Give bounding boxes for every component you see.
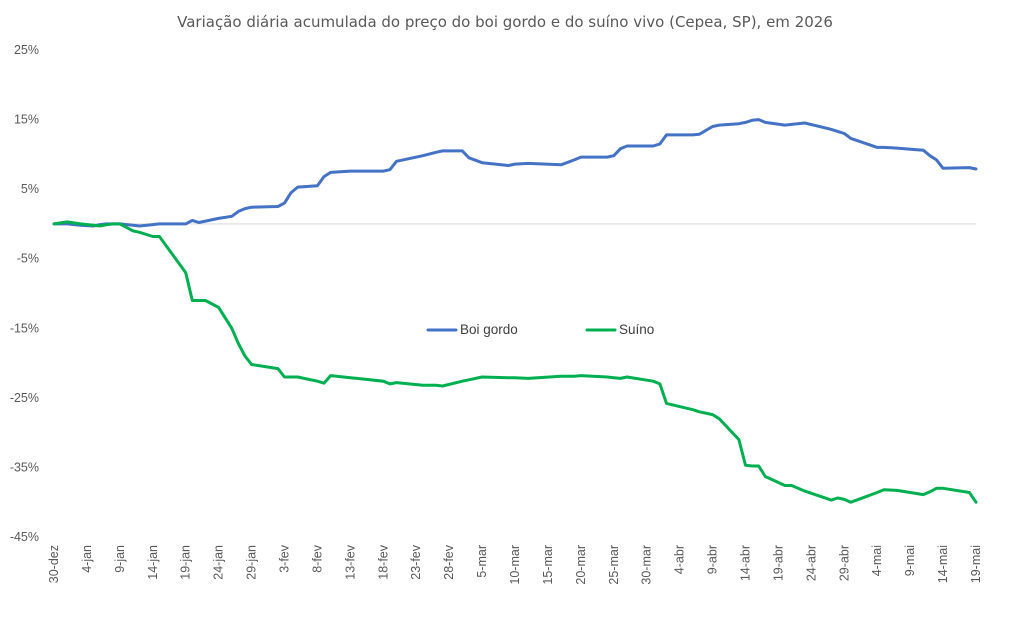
y-tick-label: 5%	[21, 182, 39, 196]
legend-item-suino: Suíno	[585, 322, 654, 337]
y-axis: 25% 15% 5% -5% -15% -25% -35% -45%	[10, 43, 39, 544]
series-group	[52, 118, 978, 504]
chart-title: Variação diária acumulada do preço do bo…	[177, 13, 833, 31]
x-tick-label: 8-fev	[310, 544, 324, 573]
x-tick-label: 3-fev	[278, 544, 292, 573]
y-tick-label: 15%	[14, 113, 39, 127]
x-tick-label: 13-fev	[343, 544, 357, 579]
series-line-suino	[52, 220, 978, 504]
y-tick-label: -35%	[10, 460, 39, 474]
y-tick-label: -45%	[10, 530, 39, 544]
x-tick-label: 18-fev	[376, 544, 390, 579]
x-tick-label: 9-mai	[903, 545, 917, 576]
x-tick-label: 9-abr	[706, 545, 720, 574]
x-tick-label: 28-fev	[442, 544, 456, 579]
series-line-boi-gordo	[52, 118, 978, 228]
legend-label-boi-gordo: Boi gordo	[460, 322, 518, 337]
x-tick-label: 15-mar	[541, 545, 555, 585]
x-tick-label: 19-abr	[771, 545, 785, 581]
x-tick-label: 5-mar	[475, 545, 489, 578]
x-tick-label: 14-abr	[739, 545, 753, 581]
y-tick-label: -5%	[17, 252, 39, 266]
x-tick-label: 4-abr	[673, 545, 687, 574]
x-tick-label: 14-mai	[936, 545, 950, 583]
x-tick-label: 24-abr	[804, 545, 818, 581]
x-axis: 30-dez 4-jan 9-jan 14-jan 19-jan 24-jan 29-jan…	[47, 544, 983, 584]
legend-item-boi-gordo: Boi gordo	[426, 322, 518, 337]
x-tick-label: 30-mar	[640, 545, 654, 585]
x-tick-label: 10-mar	[508, 545, 522, 585]
x-tick-label: 25-mar	[607, 545, 621, 585]
x-tick-label: 29-jan	[245, 545, 259, 580]
x-tick-label: 23-fev	[409, 544, 423, 579]
x-tick-label: 20-mar	[574, 545, 588, 585]
x-tick-label: 4-mai	[870, 545, 884, 576]
x-tick-label: 29-abr	[837, 545, 851, 581]
x-tick-label: 24-jan	[212, 545, 226, 580]
x-tick-label: 30-dez	[47, 545, 61, 583]
legend: Boi gordo Suíno	[426, 322, 654, 337]
x-tick-label: 14-jan	[146, 545, 160, 580]
y-tick-label: -15%	[10, 321, 39, 335]
y-tick-label: 25%	[14, 43, 39, 57]
x-tick-label: 9-jan	[113, 545, 127, 573]
x-tick-label: 4-jan	[80, 545, 94, 573]
legend-label-suino: Suíno	[619, 322, 654, 337]
y-tick-label: -25%	[10, 391, 39, 405]
x-tick-label: 19-mai	[969, 545, 983, 583]
x-tick-label: 19-jan	[179, 545, 193, 580]
